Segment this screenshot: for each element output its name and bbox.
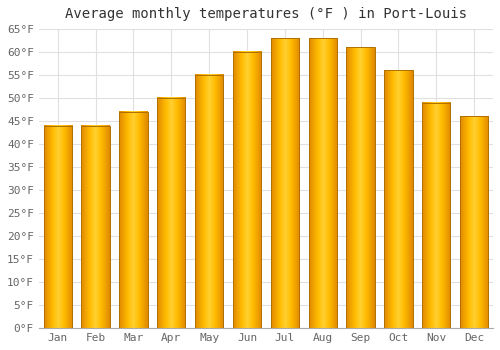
Bar xyxy=(233,52,261,328)
Bar xyxy=(308,38,337,328)
Bar xyxy=(44,126,72,328)
Bar xyxy=(270,38,299,328)
Bar xyxy=(119,112,148,328)
Bar xyxy=(422,103,450,328)
Title: Average monthly temperatures (°F ) in Port-Louis: Average monthly temperatures (°F ) in Po… xyxy=(65,7,467,21)
Bar xyxy=(157,98,186,328)
Bar xyxy=(82,126,110,328)
Bar xyxy=(460,117,488,328)
Bar xyxy=(195,75,224,328)
Bar xyxy=(346,48,375,328)
Bar xyxy=(384,70,412,328)
